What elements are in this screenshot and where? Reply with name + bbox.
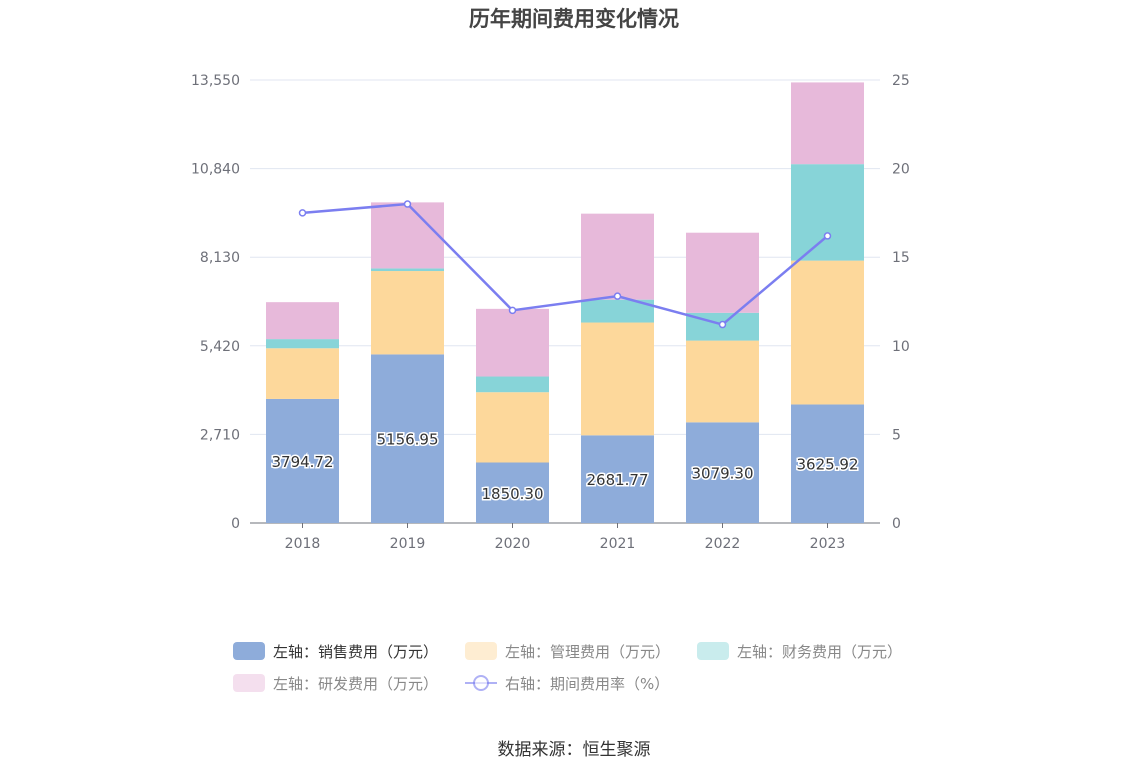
legend-item-3[interactable]: 左轴：研发费用（万元） — [233, 674, 438, 693]
legend-swatch — [233, 642, 265, 660]
line-point-2022[interactable] — [718, 320, 727, 329]
x-tick-label: 2021 — [600, 536, 636, 552]
x-tick-label: 2023 — [810, 536, 846, 552]
y-right-tick-label: 20 — [892, 162, 910, 178]
x-tick-label: 2018 — [285, 536, 321, 552]
bar-value-label: 2681.77 — [586, 471, 648, 489]
legend-label: 左轴：财务费用（万元） — [737, 643, 902, 661]
legend-label: 左轴：管理费用（万元） — [505, 643, 670, 661]
line-point-2020[interactable] — [508, 306, 517, 315]
bar-series2-2020[interactable] — [476, 376, 549, 393]
bar-series2-2023[interactable] — [791, 164, 864, 261]
bar-series2-2018[interactable] — [266, 339, 339, 349]
bar-value-label: 3794.72 — [271, 453, 333, 471]
x-tick-label: 2020 — [495, 536, 531, 552]
x-axis: 2018 2019 2020 2021 2022 2023 — [250, 522, 880, 552]
bar-series0-2023[interactable] — [791, 404, 864, 523]
bar-series3-2018[interactable] — [266, 302, 339, 340]
y-left-tick-label: 8,130 — [200, 250, 240, 266]
legend[interactable]: 左轴：销售费用（万元） 左轴：管理费用（万元） 左轴：财务费用（万元） 左轴：研发费用… — [233, 642, 902, 693]
bar-series3-2020[interactable] — [476, 308, 549, 377]
bar-series2-2021[interactable] — [581, 299, 654, 323]
line-point-2018[interactable] — [298, 209, 307, 217]
bar-series2-2019[interactable] — [371, 268, 444, 272]
bar-series3-2022[interactable] — [686, 232, 759, 313]
bar-series1-2021[interactable] — [581, 322, 654, 436]
bar-series0-2021[interactable] — [581, 435, 654, 523]
legend-item-4[interactable]: 右轴：期间费用率（%） — [465, 675, 669, 693]
y-axis-right: 0 5 10 15 20 25 — [892, 73, 910, 532]
bar-labels: 3794.72 5156.95 1850.30 2681.77 3079.30 3625.… — [270, 429, 860, 504]
line-series — [298, 200, 832, 329]
line-point-2021[interactable] — [613, 292, 622, 300]
source-note: 数据来源：恒生聚源 — [498, 740, 651, 760]
y-left-tick-label: 2,710 — [200, 427, 240, 443]
bar-series1-2023[interactable] — [791, 260, 864, 405]
legend-swatch — [465, 642, 497, 660]
y-right-tick-label: 0 — [892, 516, 901, 532]
expense-rate-line — [302, 202, 829, 326]
y-right-tick-label: 5 — [892, 427, 901, 443]
bar-series3-2019[interactable] — [371, 202, 444, 269]
bar-value-label: 3625.92 — [796, 456, 858, 474]
chart-title: 历年期间费用变化情况 — [469, 7, 679, 31]
y-right-tick-label: 25 — [892, 73, 910, 89]
x-tick-label: 2022 — [705, 536, 741, 552]
y-left-tick-label: 13,550 — [191, 73, 240, 89]
bar-series — [266, 82, 864, 523]
y-left-tick-label: 10,840 — [191, 162, 240, 178]
y-right-tick-label: 15 — [892, 250, 910, 266]
bar-series3-2021[interactable] — [581, 213, 654, 300]
legend-swatch — [697, 642, 729, 660]
y-axis-left: 0 2,710 5,420 8,130 10,840 13,550 — [191, 73, 240, 532]
bar-series1-2020[interactable] — [476, 392, 549, 463]
bar-series3-2023[interactable] — [791, 82, 864, 165]
bar-value-label: 1850.30 — [481, 485, 543, 503]
y-left-tick-label: 0 — [231, 516, 240, 532]
legend-item-2[interactable]: 左轴：财务费用（万元） — [697, 642, 902, 661]
line-point-2023[interactable] — [823, 232, 832, 240]
bar-series0-2022[interactable] — [686, 422, 759, 523]
bar-series0-2019[interactable] — [371, 354, 444, 523]
legend-item-0[interactable]: 左轴：销售费用（万元） — [233, 642, 438, 661]
bar-series1-2018[interactable] — [266, 348, 339, 399]
y-right-tick-label: 10 — [892, 339, 910, 355]
legend-line-marker — [473, 675, 489, 691]
legend-label: 左轴：研发费用（万元） — [273, 675, 438, 693]
bar-series1-2022[interactable] — [686, 340, 759, 423]
bar-value-label: 3079.30 — [691, 465, 753, 483]
bar-series1-2019[interactable] — [371, 271, 444, 355]
y-left-tick-label: 5,420 — [200, 339, 240, 355]
legend-swatch — [233, 674, 265, 692]
gridlines — [250, 79, 880, 435]
legend-label: 左轴：销售费用（万元） — [273, 643, 438, 661]
legend-item-1[interactable]: 左轴：管理费用（万元） — [465, 642, 670, 661]
bar-value-label: 5156.95 — [376, 431, 438, 449]
legend-label: 右轴：期间费用率（%） — [505, 675, 669, 693]
line-point-2019[interactable] — [403, 200, 412, 208]
bar-series0-2020[interactable] — [476, 462, 549, 523]
bar-series0-2018[interactable] — [266, 398, 339, 523]
x-tick-label: 2019 — [390, 536, 426, 552]
